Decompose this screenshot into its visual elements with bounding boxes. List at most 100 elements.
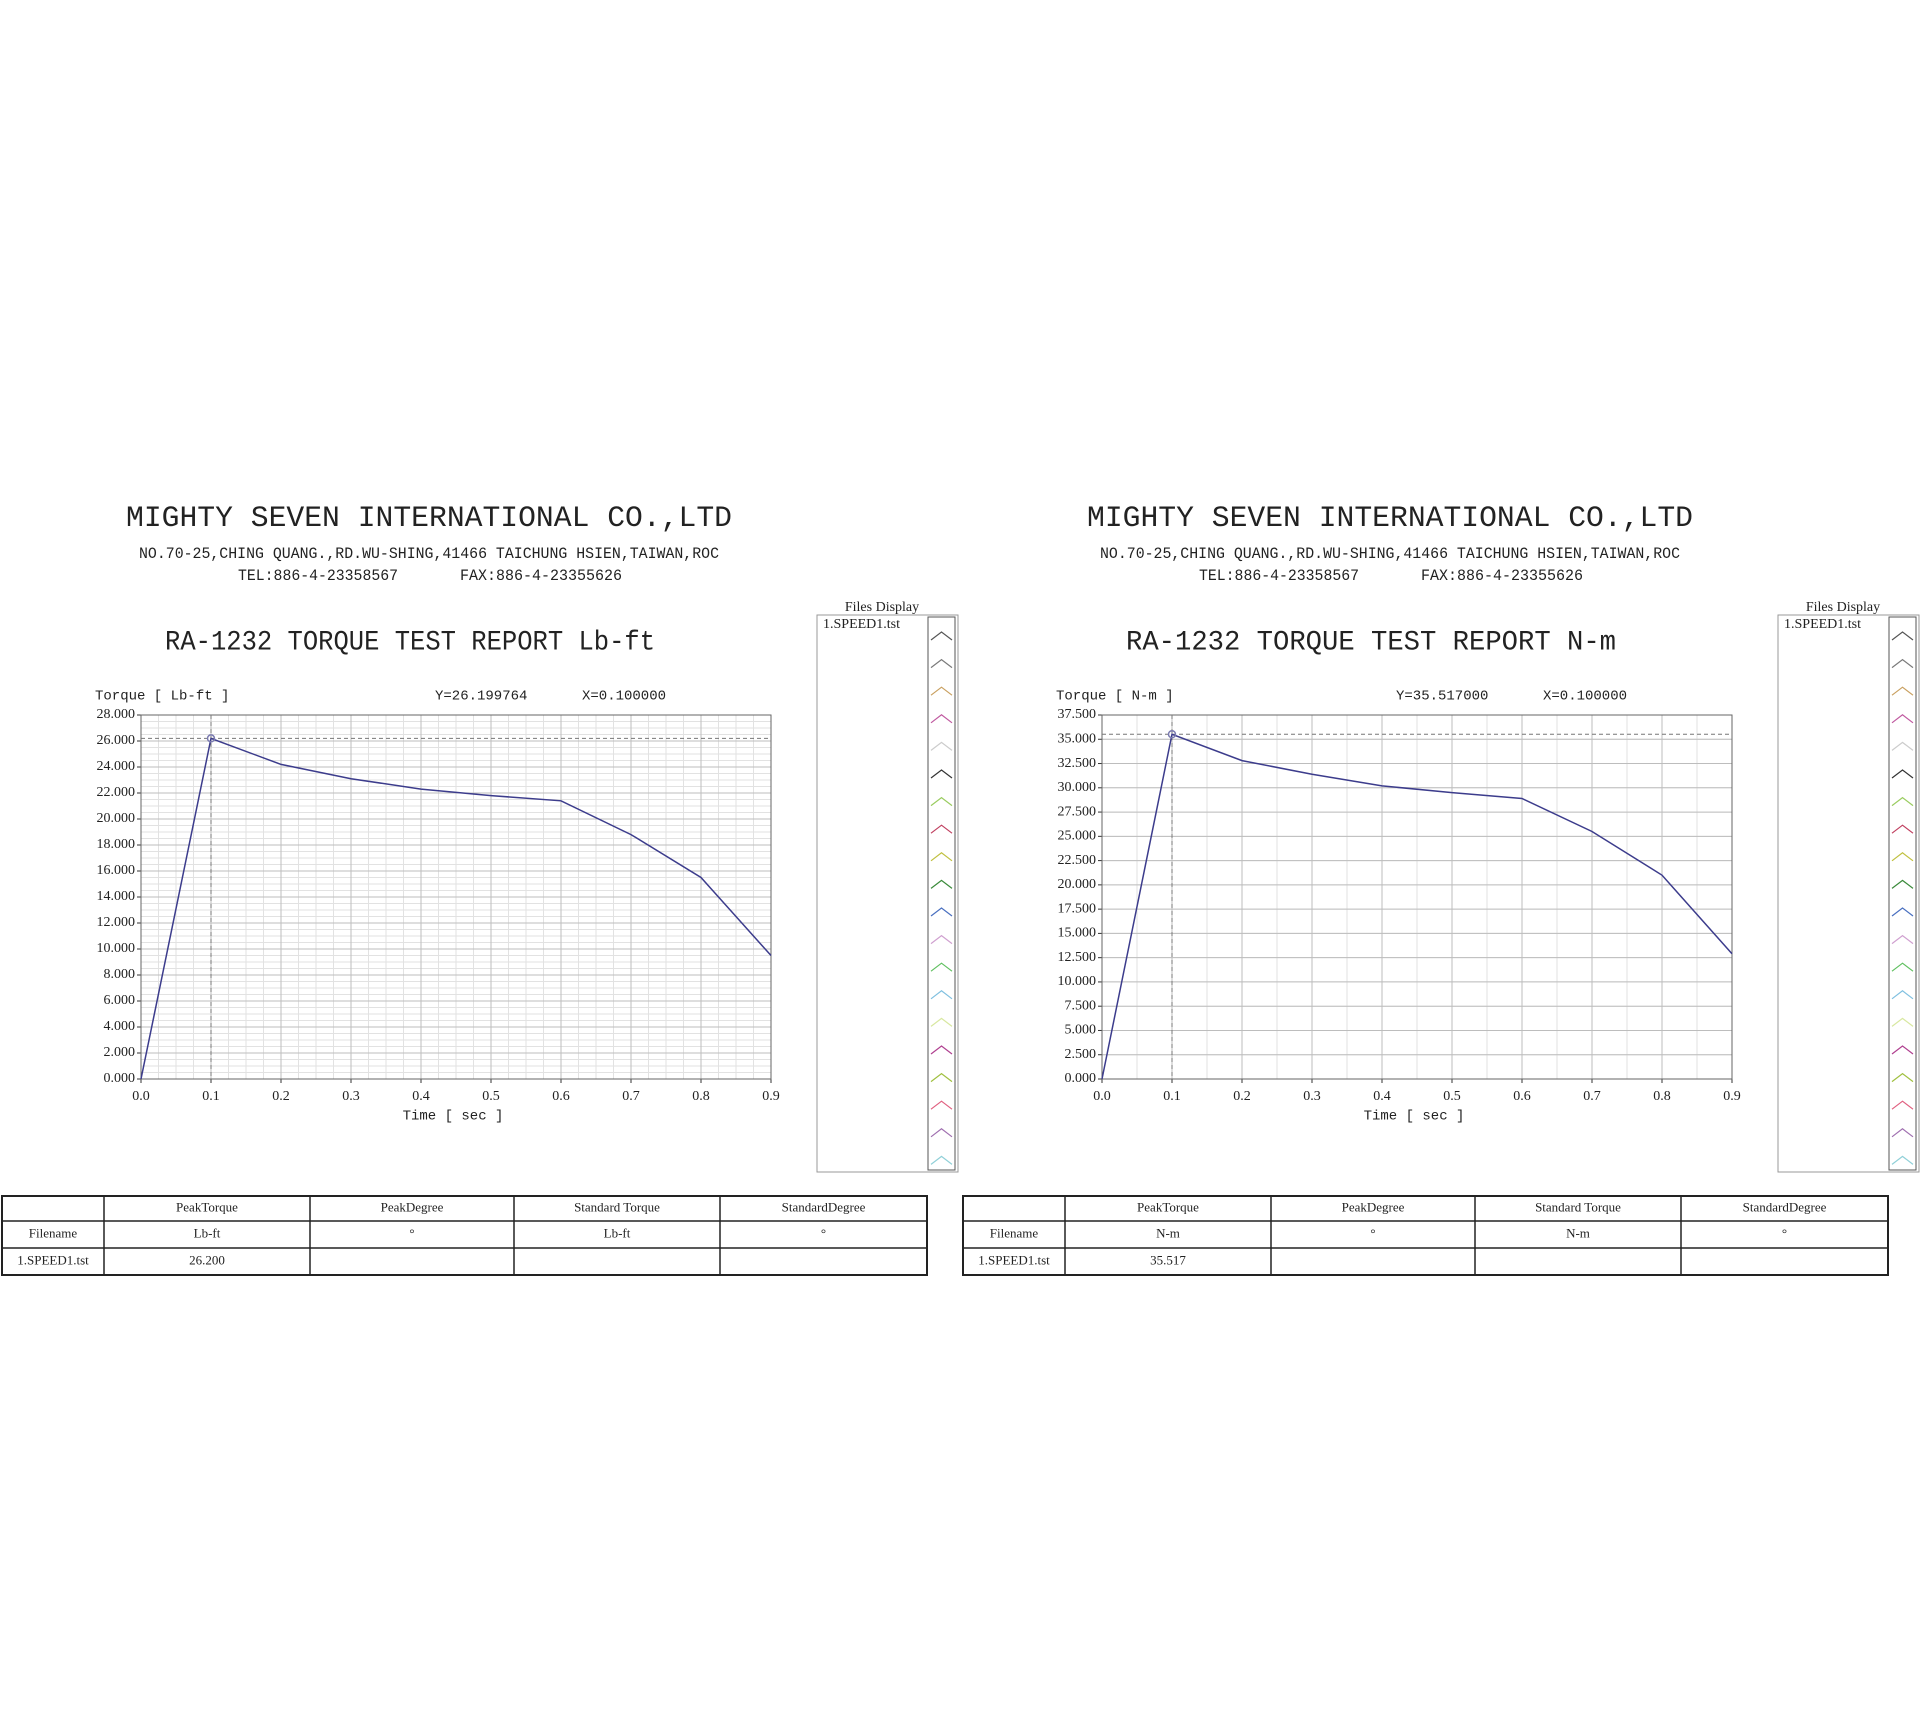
- chart-title: RA-1232 TORQUE TEST REPORT Lb-ft: [165, 627, 655, 658]
- x-tick-label: 0.6: [1513, 1089, 1531, 1104]
- y-axis-label: Torque [ N-m ]: [1056, 689, 1174, 705]
- file-icon: [1891, 990, 1914, 1000]
- legend-entry: 1.SPEED1.tst: [1784, 617, 1861, 632]
- file-icon: [930, 769, 953, 779]
- x-axis-label: Time [ sec ]: [1364, 1109, 1465, 1125]
- table-unit: N-m: [1566, 1225, 1590, 1240]
- file-icon: [1891, 769, 1914, 779]
- y-tick-label: 2.500: [1065, 1047, 1097, 1062]
- company-tel: TEL:886-4-23358567: [238, 567, 398, 585]
- y-tick-label: 16.000: [97, 863, 136, 878]
- file-icon: [930, 1045, 953, 1055]
- file-icon: [1891, 934, 1914, 945]
- table-cell: 26.200: [189, 1252, 225, 1267]
- report-panel: MIGHTY SEVEN INTERNATIONAL CO.,LTD NO.70-…: [1, 502, 959, 1276]
- file-icon: [1891, 1017, 1914, 1027]
- file-icon: [1891, 962, 1914, 972]
- y-tick-label: 37.500: [1058, 707, 1097, 722]
- table-header: StandardDegree: [782, 1199, 866, 1214]
- file-icon: [930, 686, 953, 696]
- x-tick-label: 0.7: [622, 1089, 640, 1104]
- table-unit: Lb-ft: [604, 1225, 631, 1240]
- cursor-readout: X=0.100000: [582, 689, 666, 705]
- file-icon: [1891, 1072, 1914, 1083]
- table-header: Filename: [990, 1225, 1039, 1240]
- table-cell: 1.SPEED1.tst: [978, 1252, 1050, 1267]
- y-tick-label: 35.000: [1058, 731, 1097, 746]
- files-display-title: Files Display: [845, 600, 919, 615]
- chart-title: RA-1232 TORQUE TEST REPORT N-m: [1126, 627, 1616, 658]
- file-icon: [1891, 879, 1914, 889]
- y-tick-label: 25.000: [1058, 829, 1097, 844]
- file-icon: [1891, 796, 1914, 807]
- data-line: [140, 737, 772, 1080]
- y-tick-label: 22.500: [1058, 853, 1097, 868]
- report-panel: MIGHTY SEVEN INTERNATIONAL CO.,LTD NO.70-…: [962, 502, 1920, 1276]
- y-tick-label: 4.000: [104, 1019, 136, 1034]
- table-unit: °: [1370, 1225, 1375, 1240]
- y-tick-label: 15.000: [1058, 926, 1097, 941]
- x-tick-label: 0.4: [412, 1089, 430, 1104]
- x-tick-label: 0.1: [202, 1089, 220, 1104]
- minor-grid: [1102, 715, 1732, 1079]
- y-tick-label: 10.000: [1058, 974, 1097, 989]
- file-icon: [930, 1072, 953, 1083]
- y-tick-label: 18.000: [97, 837, 136, 852]
- table-header: PeakDegree: [381, 1199, 444, 1214]
- x-tick-label: 0.2: [1233, 1089, 1251, 1104]
- y-tick-label: 5.000: [1065, 1023, 1097, 1038]
- files-display-title: Files Display: [1806, 600, 1880, 615]
- y-tick-label: 24.000: [97, 759, 136, 774]
- file-icon: [1891, 1155, 1914, 1165]
- file-icon: [930, 714, 953, 724]
- table-unit: N-m: [1156, 1225, 1180, 1240]
- file-icon: [930, 796, 953, 807]
- file-icon: [930, 658, 953, 669]
- x-tick-label: 0.5: [1443, 1089, 1461, 1104]
- x-tick-label: 0.8: [692, 1089, 710, 1104]
- file-icon: [1891, 852, 1914, 862]
- company-fax: FAX:886-4-23355626: [1421, 567, 1583, 585]
- files-display-icons: [927, 616, 956, 1171]
- files-display-icons: [1888, 616, 1917, 1171]
- result-table: PeakTorque PeakDegree Standard Torque Stand…: [962, 1195, 1889, 1276]
- x-tick-label: 0.9: [1723, 1089, 1741, 1104]
- cursor-readout: Y=35.517000: [1396, 689, 1488, 705]
- y-tick-label: 12.000: [97, 915, 136, 930]
- table-header: StandardDegree: [1743, 1199, 1827, 1214]
- company-address: NO.70-25,CHING QUANG.,RD.WU-SHING,41466 …: [1100, 545, 1680, 563]
- x-tick-label: 0.8: [1653, 1089, 1671, 1104]
- company-tel: TEL:886-4-23358567: [1199, 567, 1359, 585]
- x-tick-label: 0.1: [1163, 1089, 1181, 1104]
- peak-marker: [1167, 729, 1177, 739]
- table-header: Filename: [29, 1225, 78, 1240]
- y-tick-label: 6.000: [104, 993, 136, 1008]
- company-address: NO.70-25,CHING QUANG.,RD.WU-SHING,41466 …: [139, 545, 719, 563]
- company-fax: FAX:886-4-23355626: [460, 567, 622, 585]
- x-tick-label: 0.6: [552, 1089, 570, 1104]
- file-icon: [930, 1100, 953, 1110]
- x-tick-label: 0.3: [342, 1089, 360, 1104]
- table-unit: °: [821, 1225, 826, 1240]
- x-axis-label: Time [ sec ]: [403, 1109, 504, 1125]
- table-header: PeakTorque: [176, 1199, 238, 1214]
- y-tick-label: 17.500: [1058, 901, 1097, 916]
- file-icon: [930, 824, 953, 834]
- y-tick-label: 0.000: [1065, 1071, 1097, 1086]
- y-tick-label: 2.000: [104, 1045, 136, 1060]
- file-icon: [1891, 741, 1914, 751]
- file-icon: [930, 852, 953, 862]
- file-icon: [1891, 1100, 1914, 1110]
- file-icon: [1891, 1128, 1914, 1138]
- y-tick-label: 8.000: [104, 967, 136, 982]
- y-tick-label: 20.000: [1058, 877, 1097, 892]
- data-line: [1101, 733, 1733, 1080]
- table-unit: °: [409, 1225, 414, 1240]
- table-header: PeakTorque: [1137, 1199, 1199, 1214]
- x-tick-label: 0.3: [1303, 1089, 1321, 1104]
- file-icon: [930, 1155, 953, 1165]
- file-icon: [1891, 714, 1914, 724]
- file-icon: [930, 879, 953, 889]
- table-frame: [1, 1195, 928, 1276]
